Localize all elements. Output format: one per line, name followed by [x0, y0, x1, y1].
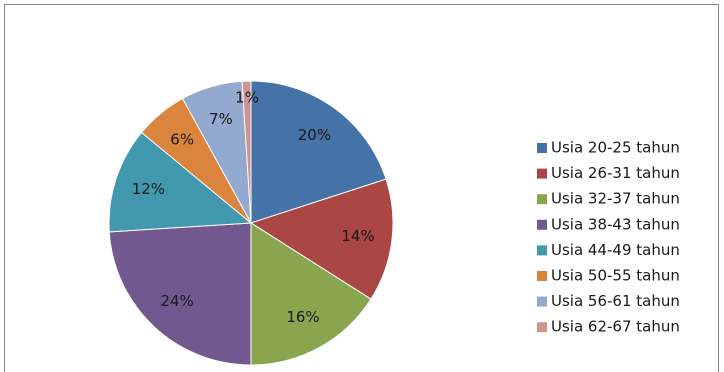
data-label: 7% [209, 110, 233, 128]
legend-label: Usia 56-61 tahun [551, 292, 680, 310]
legend-swatch [537, 296, 547, 307]
legend-swatch [537, 194, 547, 205]
legend-label: Usia 62-67 tahun [551, 318, 680, 336]
legend-swatch [537, 245, 547, 256]
legend-label: Usia 44-49 tahun [551, 241, 680, 259]
data-label: 6% [170, 130, 194, 148]
data-label: 14% [341, 227, 374, 245]
data-label: 24% [160, 292, 193, 310]
pie-slice [249, 178, 394, 300]
legend-swatch [537, 219, 547, 230]
pie-slice [241, 80, 252, 224]
legend-swatch [537, 143, 547, 153]
pie-slice [250, 80, 387, 224]
pie-slice [108, 222, 252, 366]
legend-label: Usia 26-31 tahun [551, 164, 680, 182]
data-label: 16% [286, 308, 319, 326]
data-label: 12% [132, 180, 165, 198]
pie-slice [108, 131, 253, 233]
legend-swatch [537, 322, 547, 333]
legend-label: Usia 50-55 tahun [551, 267, 680, 285]
pie-slice [250, 222, 372, 366]
data-label: 1% [235, 89, 259, 107]
legend-swatch [537, 168, 547, 179]
legend-label: Usia 38-43 tahun [551, 215, 680, 233]
legend-swatch [537, 271, 547, 281]
legend-label: Usia 20-25 tahun [551, 139, 680, 157]
data-label: 20% [298, 126, 331, 144]
legend-label: Usia 32-37 tahun [551, 190, 680, 208]
